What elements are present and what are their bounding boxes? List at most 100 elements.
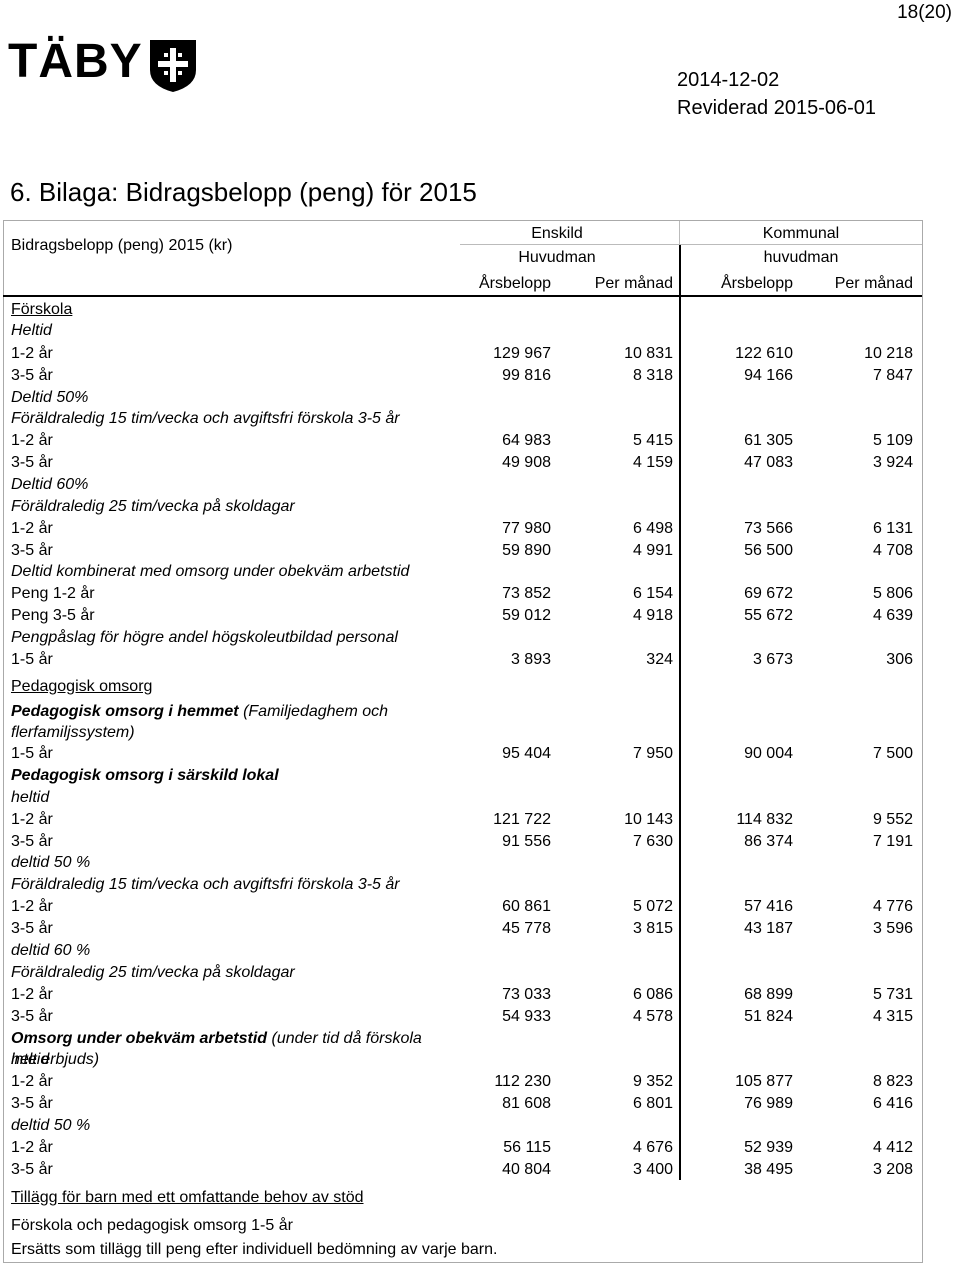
cell-value: 5 731 bbox=[872, 986, 913, 1003]
cell-value: 9 552 bbox=[872, 811, 913, 828]
row-label: Deltid 60% bbox=[11, 474, 88, 495]
cell-value: 61 305 bbox=[744, 432, 793, 449]
row-label-text: 3-5 år bbox=[11, 1095, 53, 1112]
cell-value: 47 083 bbox=[744, 454, 793, 471]
cell-value: 69 672 bbox=[744, 585, 793, 602]
cell-value: 9 352 bbox=[632, 1073, 673, 1090]
row-label-text: Föräldraledig 15 tim/vecka och avgiftsfr… bbox=[11, 410, 400, 427]
page-number: 18(20) bbox=[897, 2, 952, 23]
row-label-text: 3-5 år bbox=[11, 454, 53, 471]
row-label: Tillägg för barn med ett omfattande beho… bbox=[11, 1187, 364, 1208]
group-sub: huvudman bbox=[763, 249, 839, 266]
row-label-text: deltid 50 % bbox=[11, 854, 91, 871]
cell-value: 52 939 bbox=[744, 1139, 793, 1156]
cell-value: 3 893 bbox=[510, 651, 551, 668]
group-name: Enskild bbox=[531, 225, 583, 242]
cell-value: 7 847 bbox=[872, 367, 913, 384]
cell-value: 6 154 bbox=[632, 585, 673, 602]
cell-value: 91 556 bbox=[502, 833, 551, 850]
cell-value: 68 899 bbox=[744, 986, 793, 1003]
cell-value: 6 416 bbox=[872, 1095, 913, 1112]
row-label-text: 1-2 år bbox=[11, 1073, 53, 1090]
cell-value: 5 415 bbox=[632, 432, 673, 449]
row-label: Ersätts som tillägg till peng efter indi… bbox=[11, 1239, 497, 1260]
column-header: Per månad bbox=[594, 275, 673, 292]
group-name: Kommunal bbox=[762, 225, 840, 242]
row-label-text: Ersätts som tillägg till peng efter indi… bbox=[11, 1241, 498, 1258]
row-label-text: Föräldraledig 25 tim/vecka på skoldagar bbox=[11, 498, 295, 515]
row-label-text: Deltid 50% bbox=[11, 389, 89, 406]
row-label: 1-2 år bbox=[11, 1071, 53, 1092]
cell-value: 51 824 bbox=[744, 1008, 793, 1025]
row-label-text: Förskola bbox=[11, 301, 73, 318]
cell-value: 6 498 bbox=[632, 520, 673, 537]
row-label: Pengpåslag för högre andel högskoleutbil… bbox=[11, 627, 398, 648]
row-label-text: 3-5 år bbox=[11, 1161, 53, 1178]
row-label: Pedagogisk omsorg i hemmet (Familjedaghe… bbox=[11, 701, 441, 743]
row-label: heltid bbox=[11, 1049, 49, 1070]
column-header: Årsbelopp bbox=[478, 275, 551, 292]
cell-value: 121 722 bbox=[493, 811, 551, 828]
row-label: 3-5 år bbox=[11, 1006, 53, 1027]
cell-value: 6 086 bbox=[632, 986, 673, 1003]
row-label: 3-5 år bbox=[11, 452, 53, 473]
row-label-text: Tillägg för barn med ett omfattande beho… bbox=[11, 1189, 364, 1206]
row-label: 1-2 år bbox=[11, 343, 53, 364]
row-label-text: heltid bbox=[11, 789, 50, 806]
row-label-text: Deltid kombinerat med omsorg under obekv… bbox=[11, 563, 410, 580]
row-label-text: 1-2 år bbox=[11, 811, 53, 828]
row-label-text: Pengpåslag för högre andel högskoleutbil… bbox=[11, 629, 398, 646]
row-label-text: 1-2 år bbox=[11, 520, 53, 537]
cell-value: 77 980 bbox=[502, 520, 551, 537]
row-note: (under tid då förskola inte erbjuds) bbox=[11, 1030, 422, 1068]
row-label: deltid 50 % bbox=[11, 1115, 90, 1136]
row-label: Föräldraledig 25 tim/vecka på skoldagar bbox=[11, 496, 295, 517]
logo-text: TÄBY bbox=[8, 35, 143, 88]
cell-value: 40 804 bbox=[502, 1161, 551, 1178]
column-header: Per månad bbox=[834, 275, 913, 292]
section-title: 6. Bilaga: Bidragsbelopp (peng) för 2015 bbox=[10, 177, 477, 207]
column-header: Årsbelopp bbox=[720, 275, 793, 292]
cell-value: 4 412 bbox=[872, 1139, 913, 1156]
row-label-text: Peng 1-2 år bbox=[11, 585, 95, 602]
cell-value: 99 816 bbox=[502, 367, 551, 384]
row-label-text: Heltid bbox=[11, 322, 52, 339]
cell-value: 90 004 bbox=[744, 745, 793, 762]
cell-value: 3 208 bbox=[872, 1161, 913, 1178]
row-label-text: Föräldraledig 25 tim/vecka på skoldagar bbox=[11, 964, 295, 981]
row-label-text: heltid bbox=[11, 1051, 50, 1068]
row-label-text: 1-5 år bbox=[11, 651, 53, 668]
cell-value: 4 315 bbox=[872, 1008, 913, 1025]
date: 2014-12-02 bbox=[677, 69, 780, 91]
cell-value: 7 630 bbox=[632, 833, 673, 850]
cell-value: 7 191 bbox=[872, 833, 913, 850]
cell-value: 73 566 bbox=[744, 520, 793, 537]
cell-value: 6 801 bbox=[632, 1095, 673, 1112]
cell-value: 4 991 bbox=[632, 542, 673, 559]
row-label: Förskola och pedagogisk omsorg 1-5 år bbox=[11, 1215, 293, 1236]
row-label: heltid bbox=[11, 787, 49, 808]
row-label: Omsorg under obekväm arbetstid (under ti… bbox=[11, 1028, 441, 1070]
cell-value: 3 596 bbox=[872, 920, 913, 937]
row-label-text: Föräldraledig 15 tim/vecka och avgiftsfr… bbox=[11, 876, 400, 893]
cell-value: 56 115 bbox=[503, 1139, 551, 1156]
cell-value: 73 033 bbox=[502, 986, 551, 1003]
cell-value: 3 400 bbox=[632, 1161, 673, 1178]
cell-value: 59 890 bbox=[502, 542, 551, 559]
row-label-text: deltid 60 % bbox=[11, 942, 91, 959]
cell-value: 10 143 bbox=[624, 811, 673, 828]
row-label-text: 1-2 år bbox=[11, 345, 53, 362]
group-divider bbox=[679, 221, 680, 245]
cell-value: 54 933 bbox=[502, 1008, 551, 1025]
cell-value: 105 877 bbox=[735, 1073, 793, 1090]
row-label-text: 3-5 år bbox=[11, 367, 53, 384]
cell-value: 6 131 bbox=[872, 520, 913, 537]
cell-value: 324 bbox=[646, 651, 673, 668]
cell-value: 3 924 bbox=[872, 454, 913, 471]
row-label: 1-5 år bbox=[11, 743, 53, 764]
row-label: 3-5 år bbox=[11, 1093, 53, 1114]
row-note: (Familjedaghem och flerfamiljssystem) bbox=[11, 703, 389, 741]
cell-value: 3 815 bbox=[632, 920, 673, 937]
cell-value: 306 bbox=[886, 651, 913, 668]
